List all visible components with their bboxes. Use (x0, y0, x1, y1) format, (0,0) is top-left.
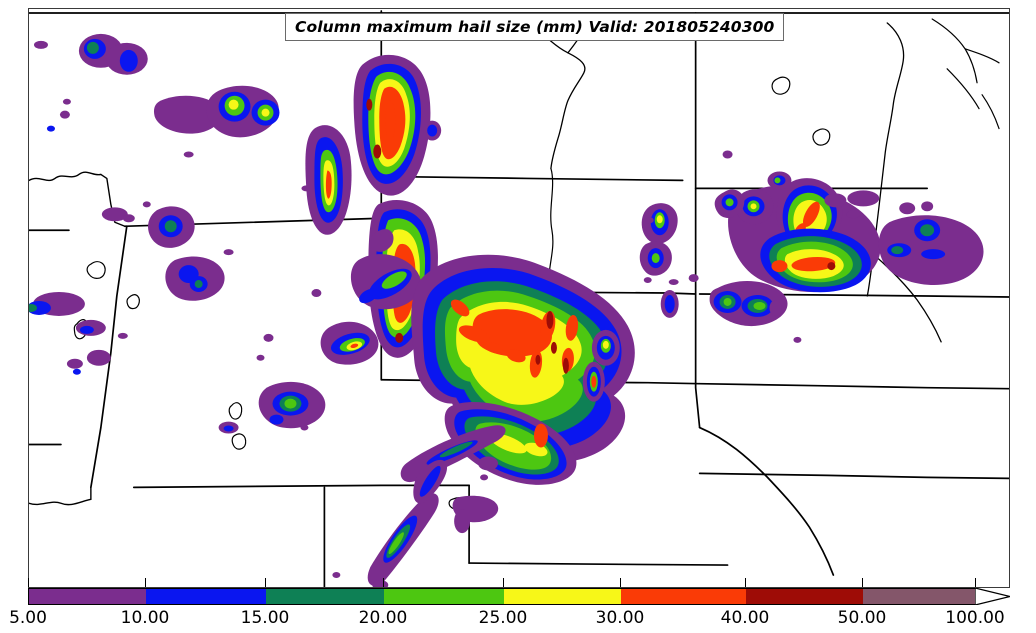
colorbar-tick-label: 50.00 (837, 608, 887, 628)
colorbar-tick-label: 100.00 (945, 608, 1005, 628)
colorbar-tick-labels: 5.00 10.00 15.00 20.00 25.00 30.00 40.00 50.00 1… (0, 608, 1036, 633)
map-plot-area (28, 8, 1010, 588)
colorbar-tick-label: 5.00 (9, 608, 47, 628)
storm-area-wisconsin (824, 190, 984, 286)
colorbar-tick-marks (0, 578, 1036, 592)
plot-title-box: Column maximum hail size (mm) Valid: 201… (285, 13, 785, 41)
colorbar-tick (265, 578, 267, 587)
colorbar-segment-blue (146, 589, 266, 604)
colorbar-extend-arrow (975, 588, 1010, 605)
colorbar-tick (383, 578, 385, 587)
storm-cells-iowa-west (639, 203, 679, 318)
colorbar-tick (145, 578, 147, 587)
storm-cell-panhandle-line (332, 456, 499, 587)
storm-cell-montana-north-pair (206, 85, 280, 138)
colorbar-segment-orange-red (621, 589, 746, 604)
colorbar-tick-label: 30.00 (595, 608, 645, 628)
colorbar-tick (503, 578, 505, 587)
page-title: Column maximum hail size (mm) Valid: 201… (295, 18, 775, 36)
map-canvas (29, 10, 1009, 587)
colorbar: 5.00 10.00 15.00 20.00 25.00 30.00 40.00 50.00 1… (0, 578, 1036, 633)
colorbar-tick-label: 40.00 (720, 608, 770, 628)
storm-cell-dakota-border (353, 54, 442, 196)
colorbar-tick (28, 578, 30, 587)
colorbar-segment-yellow (504, 589, 621, 604)
colorbar-tick (862, 578, 864, 587)
storm-cells-scattered-west (46, 95, 312, 223)
colorbar-tick (975, 578, 977, 587)
storm-cells-minnesota-north (645, 150, 733, 224)
storm-complex-central (400, 254, 635, 485)
colorbar-tick-label: 10.00 (120, 608, 170, 628)
colorbar-segment-purple (29, 589, 146, 604)
storm-cell-wyoming-se (320, 254, 422, 365)
colorbar-tick (745, 578, 747, 587)
colorbar-tick-label: 15.00 (240, 608, 290, 628)
colorbar-segment-mauve (863, 589, 976, 604)
colorbar-tick-label: 25.00 (478, 608, 528, 628)
colorbar-segment-green (384, 589, 504, 604)
colorbar-segment-dark-red (746, 589, 863, 604)
colorbar-gradient (28, 588, 977, 605)
colorbar-segment-teal-green (266, 589, 384, 604)
hail-contours (29, 33, 984, 587)
storm-cells-misc (29, 249, 802, 434)
storm-cell-montana-nw (33, 33, 148, 75)
colorbar-tick (620, 578, 622, 587)
storm-cells-montana-mid (142, 201, 225, 301)
storm-cell-wyoming-line (305, 125, 352, 235)
colorbar-tick-label: 20.00 (358, 608, 408, 628)
storm-cluster-minnesota-iowa (688, 171, 881, 327)
